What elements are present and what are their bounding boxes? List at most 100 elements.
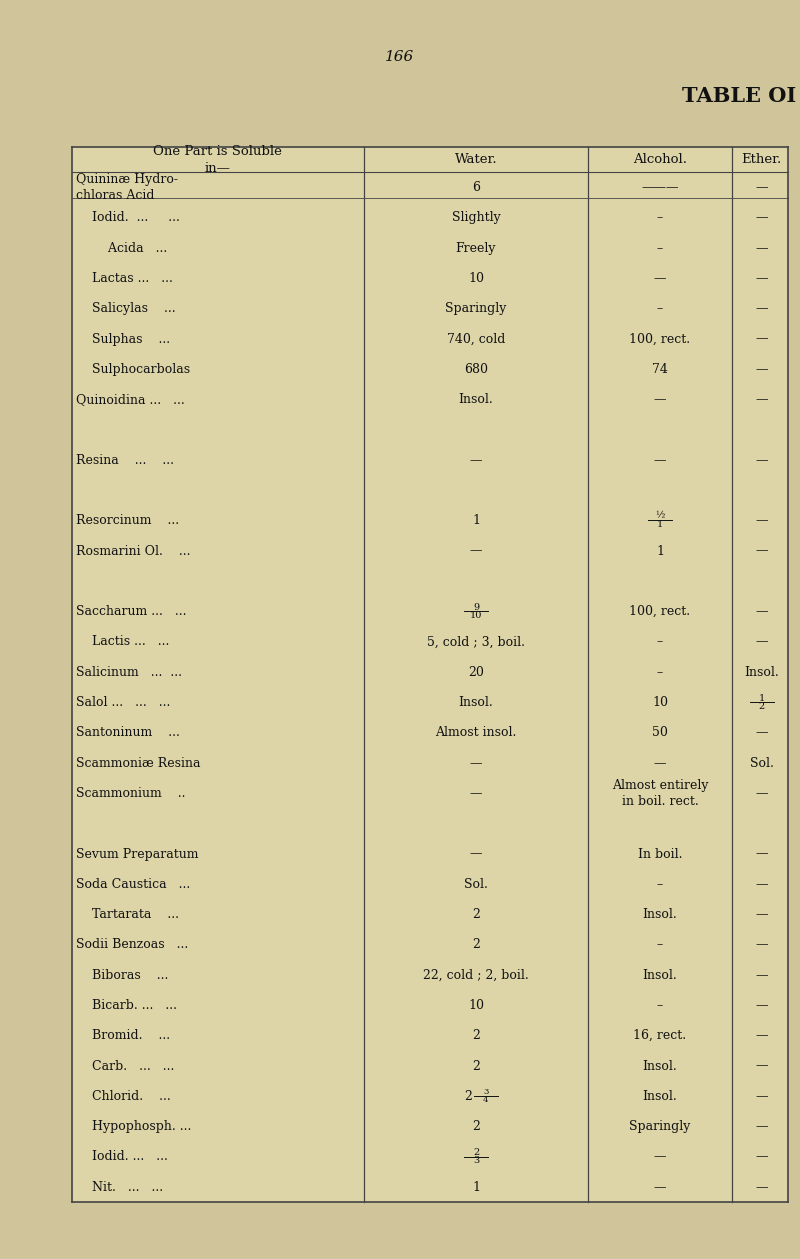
- Text: Sulphas    ...: Sulphas ...: [76, 332, 170, 345]
- Text: –: –: [657, 666, 663, 679]
- Text: 10: 10: [468, 272, 484, 285]
- Text: Nit.   ...   ...: Nit. ... ...: [76, 1181, 163, 1194]
- Text: 2: 2: [472, 1030, 480, 1042]
- Text: —: —: [755, 1090, 768, 1103]
- Text: Insol.: Insol.: [642, 1060, 678, 1073]
- Text: Sparingly: Sparingly: [446, 302, 506, 315]
- Text: 1: 1: [656, 545, 664, 558]
- Text: —: —: [755, 393, 768, 407]
- Text: 100, rect.: 100, rect.: [630, 606, 690, 618]
- Text: Almost insol.: Almost insol.: [435, 726, 517, 739]
- Text: —: —: [654, 393, 666, 407]
- Text: Santoninum    ...: Santoninum ...: [76, 726, 180, 739]
- Text: —: —: [755, 242, 768, 254]
- Text: 680: 680: [464, 363, 488, 376]
- Text: —: —: [755, 847, 768, 860]
- Text: In boil.: In boil.: [638, 847, 682, 860]
- Text: —: —: [755, 908, 768, 922]
- Text: 1: 1: [657, 520, 663, 529]
- Text: Quinoidina ...   ...: Quinoidina ... ...: [76, 393, 185, 407]
- Text: 10: 10: [470, 611, 482, 619]
- Text: 1: 1: [472, 515, 480, 528]
- Text: —: —: [470, 787, 482, 799]
- Text: 2: 2: [472, 938, 480, 952]
- Text: —: —: [755, 1060, 768, 1073]
- Text: Water.: Water.: [454, 154, 498, 166]
- Text: Quininæ Hydro-
chloras Acid: Quininæ Hydro- chloras Acid: [76, 174, 178, 203]
- Text: 9: 9: [473, 603, 479, 612]
- Text: —: —: [470, 453, 482, 467]
- Text: Sulphocarbolas: Sulphocarbolas: [76, 363, 190, 376]
- Text: Saccharum ...   ...: Saccharum ... ...: [76, 606, 186, 618]
- Text: 74: 74: [652, 363, 668, 376]
- Text: —: —: [755, 453, 768, 467]
- Text: Salol ...   ...   ...: Salol ... ... ...: [76, 696, 170, 709]
- Text: 166: 166: [386, 49, 414, 64]
- Text: Scammonium    ..: Scammonium ..: [76, 787, 186, 799]
- Text: ———: ———: [642, 181, 678, 194]
- Text: —: —: [654, 272, 666, 285]
- Text: Insol.: Insol.: [744, 666, 779, 679]
- Text: 3: 3: [473, 1156, 479, 1165]
- Text: —: —: [755, 636, 768, 648]
- Text: Bicarb. ...   ...: Bicarb. ... ...: [76, 998, 177, 1012]
- Text: Slightly: Slightly: [452, 212, 500, 224]
- Text: Soda Caustica   ...: Soda Caustica ...: [76, 878, 190, 891]
- Text: Scammoniæ Resina: Scammoniæ Resina: [76, 757, 201, 769]
- Text: —: —: [755, 968, 768, 982]
- Text: Chlorid.    ...: Chlorid. ...: [76, 1090, 170, 1103]
- Text: Insol.: Insol.: [642, 968, 678, 982]
- Text: ½: ½: [655, 511, 665, 521]
- Text: —: —: [755, 998, 768, 1012]
- Text: 22, cold ; 2, boil.: 22, cold ; 2, boil.: [423, 968, 529, 982]
- Text: Insol.: Insol.: [642, 1090, 678, 1103]
- Text: —: —: [755, 787, 768, 799]
- Text: 2: 2: [758, 701, 765, 711]
- Text: —: —: [470, 847, 482, 860]
- Text: Salicylas    ...: Salicylas ...: [76, 302, 176, 315]
- Text: —: —: [755, 272, 768, 285]
- Text: —: —: [654, 1151, 666, 1163]
- Text: Resina    ...    ...: Resina ... ...: [76, 453, 174, 467]
- Text: —: —: [470, 545, 482, 558]
- Text: 100, rect.: 100, rect.: [630, 332, 690, 345]
- Text: 3: 3: [483, 1088, 488, 1095]
- Text: –: –: [657, 878, 663, 891]
- Text: —: —: [755, 1121, 768, 1133]
- Text: —: —: [755, 726, 768, 739]
- Text: –: –: [657, 636, 663, 648]
- Text: TABLE OI: TABLE OI: [682, 86, 796, 106]
- Text: 10: 10: [652, 696, 668, 709]
- Text: —: —: [755, 938, 768, 952]
- Text: 1: 1: [758, 694, 765, 703]
- Text: —: —: [654, 757, 666, 769]
- Text: —: —: [755, 332, 768, 345]
- Text: —: —: [755, 515, 768, 528]
- Text: Rosmarini Ol.    ...: Rosmarini Ol. ...: [76, 545, 190, 558]
- Text: Sol.: Sol.: [750, 757, 774, 769]
- Text: Salicinum   ...  ...: Salicinum ... ...: [76, 666, 182, 679]
- Text: —: —: [470, 757, 482, 769]
- Text: —: —: [755, 545, 768, 558]
- Text: 50: 50: [652, 726, 668, 739]
- Text: Sevum Preparatum: Sevum Preparatum: [76, 847, 198, 860]
- Text: Insol.: Insol.: [458, 393, 494, 407]
- Text: —: —: [755, 363, 768, 376]
- Text: Hypophosph. ...: Hypophosph. ...: [76, 1121, 191, 1133]
- Text: Lactis ...   ...: Lactis ... ...: [76, 636, 170, 648]
- Text: —: —: [755, 878, 768, 891]
- Text: Insol.: Insol.: [458, 696, 494, 709]
- Text: 740, cold: 740, cold: [447, 332, 505, 345]
- Text: –: –: [657, 212, 663, 224]
- Text: –: –: [657, 998, 663, 1012]
- Text: 2: 2: [473, 1148, 479, 1157]
- Text: Lactas ...   ...: Lactas ... ...: [76, 272, 173, 285]
- Text: 6: 6: [472, 181, 480, 194]
- Text: —: —: [755, 1181, 768, 1194]
- Text: –: –: [657, 302, 663, 315]
- Text: 1: 1: [472, 1181, 480, 1194]
- Text: Acida   ...: Acida ...: [76, 242, 167, 254]
- Text: 2: 2: [464, 1090, 472, 1103]
- Text: 10: 10: [468, 998, 484, 1012]
- Text: 2: 2: [472, 908, 480, 922]
